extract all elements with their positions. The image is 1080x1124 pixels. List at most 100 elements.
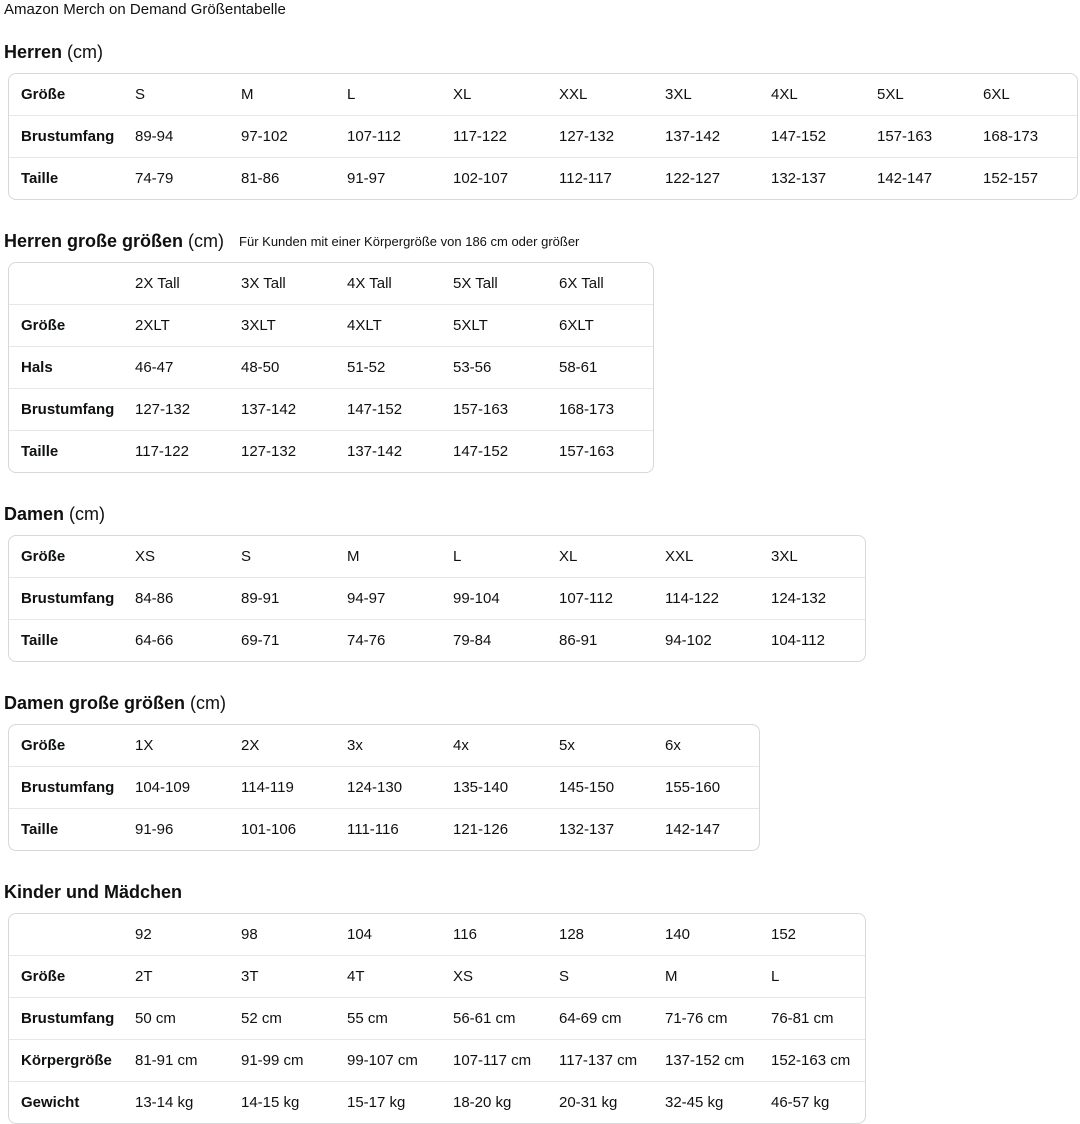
value-cell: 104-112 bbox=[759, 619, 865, 661]
value-cell: 132-137 bbox=[547, 808, 653, 850]
row-label-cell: Brustumfang bbox=[9, 115, 123, 157]
row-label-cell: Größe bbox=[21, 737, 66, 754]
value-cell: XS bbox=[135, 548, 156, 565]
value-cell: 32-45 kg bbox=[653, 1081, 759, 1123]
value-cell: 81-86 bbox=[229, 157, 335, 199]
row-label-cell: Brustumfang bbox=[9, 766, 123, 808]
value-cell: 5XLT bbox=[441, 304, 547, 346]
value-cell: 107-112 bbox=[335, 115, 441, 157]
value-cell: 69-71 bbox=[229, 619, 335, 661]
table-row: Größe 2XLT 3XLT 4XLT 5XLT 6XLT bbox=[9, 304, 653, 346]
table-row: Körpergröße 81-91 cm 91-99 cm 99-107 cm 107-… bbox=[9, 1039, 865, 1081]
value-cell: 94-97 bbox=[335, 577, 441, 619]
value-cell: 51-52 bbox=[335, 346, 441, 388]
value-cell: 127-132 bbox=[229, 430, 335, 472]
value-cell: 91-96 bbox=[123, 808, 229, 850]
value-cell: 46-47 bbox=[123, 346, 229, 388]
value-cell: S bbox=[547, 955, 653, 997]
value-cell: 89-91 bbox=[229, 577, 335, 619]
row-label-cell: Taille bbox=[9, 619, 123, 661]
value-cell: XS bbox=[441, 955, 547, 997]
section-herren: Herren (cm) Größe S M L XL XXL 3XL 4XL 5XL 6XL Bru… bbox=[4, 43, 1080, 200]
value-cell: 86-91 bbox=[547, 619, 653, 661]
section-heading-herren: Herren (cm) bbox=[4, 43, 1080, 62]
value-cell: 99-107 cm bbox=[335, 1039, 441, 1081]
section-heading-kinder-und-maedchen: Kinder und Mädchen bbox=[4, 883, 1080, 902]
value-cell: 64-66 bbox=[123, 619, 229, 661]
table-row: 2X Tall 3X Tall 4X Tall 5X Tall 6X Tall bbox=[9, 263, 653, 304]
value-cell: 102-107 bbox=[441, 157, 547, 199]
value-cell: 4X Tall bbox=[347, 275, 392, 292]
value-cell: 101-106 bbox=[229, 808, 335, 850]
row-label-cell: Größe bbox=[21, 548, 66, 565]
value-cell: 132-137 bbox=[759, 157, 865, 199]
value-cell: 137-152 cm bbox=[653, 1039, 759, 1081]
section-title: Damen bbox=[4, 504, 65, 524]
value-cell: 2X bbox=[241, 737, 260, 754]
value-cell: 92 bbox=[135, 926, 152, 943]
value-cell: 15-17 kg bbox=[335, 1081, 441, 1123]
value-cell: 152 bbox=[771, 926, 797, 943]
value-cell: 117-122 bbox=[441, 115, 547, 157]
value-cell: 111-116 bbox=[335, 808, 441, 850]
value-cell: 124-132 bbox=[759, 577, 865, 619]
section-heading-damen-grosse-groessen: Damen große größen (cm) bbox=[4, 694, 1080, 713]
value-cell: 117-137 cm bbox=[547, 1039, 653, 1081]
table-row: Brustumfang 84-86 89-91 94-97 99-104 107-112 1… bbox=[9, 577, 865, 619]
table-row: Hals 46-47 48-50 51-52 53-56 58-61 bbox=[9, 346, 653, 388]
section-heading-herren-grosse-groessen: Herren große größen (cm) Für Kunden mit … bbox=[4, 232, 1080, 251]
value-cell: 107-117 cm bbox=[441, 1039, 547, 1081]
section-title: Herren große größen bbox=[4, 231, 184, 251]
value-cell: 13-14 kg bbox=[123, 1081, 229, 1123]
row-label-cell: Brustumfang bbox=[9, 577, 123, 619]
table-body: 2X Tall 3X Tall 4X Tall 5X Tall 6X Tall Größe… bbox=[9, 263, 653, 472]
value-cell: 89-94 bbox=[123, 115, 229, 157]
table-row: Taille 117-122 127-132 137-142 147-152 157-16… bbox=[9, 430, 653, 472]
value-cell: 84-86 bbox=[123, 577, 229, 619]
value-cell: 48-50 bbox=[229, 346, 335, 388]
size-table-damen-grosse-groessen: Größe 1X 2X 3x 4x 5x 6x Brustumfang 104-109 114-1… bbox=[8, 724, 760, 851]
value-cell: 52 cm bbox=[229, 997, 335, 1039]
row-label-cell: Brustumfang bbox=[9, 997, 123, 1039]
value-cell: 2X Tall bbox=[135, 275, 180, 292]
value-cell: 117-122 bbox=[123, 430, 229, 472]
value-cell: 76-81 cm bbox=[759, 997, 865, 1039]
value-cell: 94-102 bbox=[653, 619, 759, 661]
section-unit: (cm) bbox=[188, 231, 225, 251]
value-cell: 140 bbox=[665, 926, 691, 943]
row-label-cell: Taille bbox=[9, 808, 123, 850]
table-row: Größe S M L XL XXL 3XL 4XL 5XL 6XL bbox=[9, 74, 1077, 115]
size-table-herren: Größe S M L XL XXL 3XL 4XL 5XL 6XL Brustumfang 89-9… bbox=[8, 73, 1078, 200]
table-row: Brustumfang 50 cm 52 cm 55 cm 56-61 cm 64-69 … bbox=[9, 997, 865, 1039]
table-row: Größe 2T 3T 4T XS S M L bbox=[9, 955, 865, 997]
table-row: 92 98 104 116 128 140 152 bbox=[9, 914, 865, 955]
value-cell: M bbox=[347, 548, 360, 565]
table-body: Größe 1X 2X 3x 4x 5x 6x Brustumfang 104-109 114-1… bbox=[9, 725, 759, 850]
section-damen-grosse-groessen: Damen große größen (cm) Größe 1X 2X 3x 4x 5x 6… bbox=[4, 694, 1080, 851]
section-herren-grosse-groessen: Herren große größen (cm) Für Kunden mit … bbox=[4, 232, 1080, 473]
value-cell: 4XL bbox=[771, 86, 798, 103]
size-table-herren-grosse-groessen: 2X Tall 3X Tall 4X Tall 5X Tall 6X Tall Größe… bbox=[8, 262, 654, 473]
section-kinder-und-maedchen: Kinder und Mädchen 92 98 104 116 128 140 152 Gr… bbox=[4, 883, 1080, 1124]
value-cell: 137-142 bbox=[229, 388, 335, 430]
value-cell: 137-142 bbox=[653, 115, 759, 157]
section-unit: (cm) bbox=[190, 693, 227, 713]
value-cell: XXL bbox=[559, 86, 588, 103]
value-cell: XL bbox=[453, 86, 472, 103]
value-cell: 81-91 cm bbox=[123, 1039, 229, 1081]
value-cell: 53-56 bbox=[441, 346, 547, 388]
value-cell: 5XL bbox=[877, 86, 904, 103]
size-table-damen: Größe XS S M L XL XXL 3XL Brustumfang 84-86 89-91 9… bbox=[8, 535, 866, 662]
size-table-kinder-und-maedchen: 92 98 104 116 128 140 152 Größe 2T 3T 4T XS S M L Brust… bbox=[8, 913, 866, 1124]
value-cell: 14-15 kg bbox=[229, 1081, 335, 1123]
value-cell: 128 bbox=[559, 926, 585, 943]
value-cell: 147-152 bbox=[441, 430, 547, 472]
value-cell: 6XLT bbox=[547, 304, 653, 346]
value-cell: S bbox=[135, 86, 146, 103]
value-cell: 147-152 bbox=[335, 388, 441, 430]
value-cell: 142-147 bbox=[653, 808, 759, 850]
table-body: 92 98 104 116 128 140 152 Größe 2T 3T 4T XS S M L Brust… bbox=[9, 914, 865, 1123]
value-cell: 3T bbox=[229, 955, 335, 997]
value-cell: 168-173 bbox=[547, 388, 653, 430]
value-cell: 2XLT bbox=[123, 304, 229, 346]
